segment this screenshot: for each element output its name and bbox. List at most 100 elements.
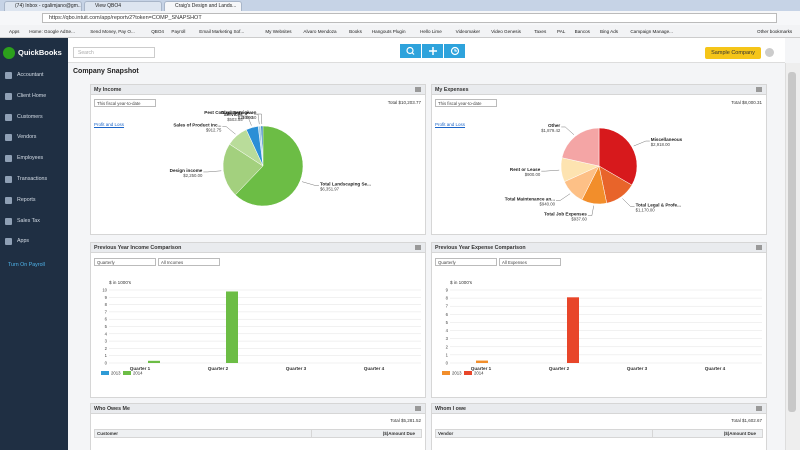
bookmark[interactable]: Home: Google AdSe...	[29, 29, 75, 34]
column-header[interactable]: ($)Amount Due	[652, 430, 756, 437]
x-tick-label: Quarter 1	[471, 366, 492, 371]
slice-value: $940.00	[539, 202, 555, 207]
slice-value: $503.55	[227, 117, 243, 122]
leader-line	[561, 126, 575, 135]
nav-icon	[5, 217, 12, 225]
browser-tab[interactable]: (74) Inbox - cgalimjano@gm...	[4, 1, 82, 11]
slice-label: Other	[548, 123, 560, 128]
y-tick-label: 8	[446, 296, 449, 301]
y-tick-label: 2	[446, 344, 449, 349]
nav-item[interactable]: Client Home	[17, 92, 47, 99]
table-header	[435, 429, 763, 438]
total: Total $8,000.31	[731, 100, 762, 105]
slice-value: $1,170.00	[636, 208, 656, 213]
bookmark[interactable]: Campaign Manage...	[630, 29, 673, 34]
logo-text: QuickBooks	[18, 48, 62, 57]
bookmark[interactable]: Hello Lime	[420, 29, 442, 34]
search-box[interactable]: Search	[73, 47, 155, 58]
url-field[interactable]: https://qbo.intuit.com/app/reportv2?toke…	[42, 13, 777, 23]
nav-item[interactable]: Apps	[17, 238, 30, 245]
nav-item[interactable]: Turn On Payroll	[8, 262, 45, 269]
bookmark[interactable]: Send Money, Pay O...	[90, 29, 135, 34]
leader-line	[222, 126, 236, 135]
panel-header: Whom I owe	[432, 404, 766, 414]
browser-tab[interactable]: View QBO4	[84, 1, 162, 11]
report-link[interactable]: Profit and Loss	[94, 122, 125, 127]
bookmark[interactable]: Videomaker	[455, 29, 481, 34]
panel-menu-icon	[756, 245, 762, 250]
period-dropdown[interactable]: Quarterly	[94, 258, 156, 266]
search-icon	[411, 52, 415, 55]
nav-item[interactable]: Customers	[17, 113, 43, 120]
bookmark[interactable]: Email Marketing Sof...	[199, 29, 245, 34]
slice-value: $2,250.00	[183, 173, 203, 178]
y-tick-label: 9	[446, 288, 449, 293]
leader-line	[257, 113, 263, 125]
panel-header: Previous Year Income Comparison	[91, 243, 425, 253]
total: Total $10,203.77	[387, 100, 421, 105]
bookmark[interactable]: My Websites	[265, 29, 292, 34]
help-icon	[765, 48, 774, 57]
bookmark[interactable]: Alvaro Mendoza	[303, 29, 337, 34]
nav-item[interactable]: Sales Tax	[17, 217, 40, 224]
filter-dropdown[interactable]: All Incomes	[158, 258, 220, 266]
header-button[interactable]	[400, 44, 421, 58]
period-dropdown[interactable]: This fiscal year-to-date	[435, 99, 497, 107]
panel-menu-icon	[415, 245, 421, 250]
panel: Who Owes Me Total $5,281.52 Customer ($)Amo…	[90, 403, 426, 450]
bookmark[interactable]: Books	[349, 29, 362, 34]
filter-dropdown[interactable]: All Expenses	[499, 258, 561, 266]
bookmark[interactable]: Other bookmarks	[757, 29, 793, 34]
bookmark[interactable]: Apps	[9, 29, 20, 34]
column-header[interactable]: Vendor	[438, 431, 454, 436]
bar-chart: $ in 1000's 0 1 2 3 4 5 6 7 8 9 10 Quarter 1 Quarter …	[101, 280, 421, 376]
bookmark[interactable]: PAL	[557, 29, 566, 34]
period-dropdown[interactable]: Quarterly	[435, 258, 497, 266]
nav-item[interactable]: Reports	[17, 196, 36, 203]
panel-menu-icon	[415, 406, 421, 411]
panel-menu-icon	[756, 87, 762, 92]
y-tick-label: 6	[446, 312, 449, 317]
nav-item[interactable]: Accountant	[17, 72, 44, 78]
total: Total $5,281.52	[390, 418, 421, 423]
bookmark[interactable]: Hangouts Plugin	[371, 29, 406, 34]
column-header[interactable]: ($)Amount Due	[311, 430, 415, 437]
panel-header: Previous Year Expense Comparison	[432, 243, 766, 253]
leader-line	[301, 181, 319, 186]
nav-item[interactable]: Transactions	[17, 176, 48, 182]
panel: My Expenses This fiscal year-to-date Total…	[431, 84, 767, 235]
x-tick-label: Quarter 1	[130, 366, 151, 371]
bookmark[interactable]: Video Genesis	[491, 29, 521, 34]
bar	[567, 297, 579, 363]
clock-icon	[450, 46, 460, 56]
bookmark[interactable]: Bancos	[574, 29, 590, 34]
y-tick-label: 8	[105, 302, 108, 307]
browser-tab[interactable]: Craig's Design and Lands...	[164, 1, 242, 11]
x-tick-label: Quarter 3	[627, 366, 648, 371]
nav-icon	[5, 238, 12, 246]
slice-label: Design income	[170, 168, 203, 173]
panel-header: Who Owes Me	[91, 404, 425, 414]
slice-label: Total Maintenance an...	[505, 197, 555, 202]
report-link[interactable]: Profit and Loss	[435, 122, 466, 127]
legend-label: 2013	[452, 371, 462, 376]
nav-icon	[5, 134, 12, 142]
bookmark[interactable]: Payroll	[171, 29, 186, 34]
period-dropdown[interactable]: This fiscal year-to-date	[94, 99, 156, 107]
leader-line	[556, 193, 571, 201]
column-header[interactable]: Customer	[97, 431, 119, 436]
leader-line	[254, 114, 260, 125]
slice-label: Discounts given	[221, 110, 257, 115]
nav-icon	[5, 72, 12, 79]
legend-swatch	[123, 371, 131, 375]
nav-item[interactable]: Employees	[17, 155, 44, 162]
x-tick-label: Quarter 4	[705, 366, 726, 371]
bookmark[interactable]: QBO4	[151, 29, 164, 34]
sample-company-button[interactable]: Sample Company	[705, 47, 761, 59]
slice-label: Pest Control Service...	[204, 110, 253, 115]
axis-label: $ in 1000's	[109, 280, 132, 285]
bookmark[interactable]: Bing Ads	[599, 29, 619, 34]
bookmark[interactable]: Taxes	[534, 29, 547, 34]
nav-item[interactable]: Vendors	[17, 134, 37, 141]
